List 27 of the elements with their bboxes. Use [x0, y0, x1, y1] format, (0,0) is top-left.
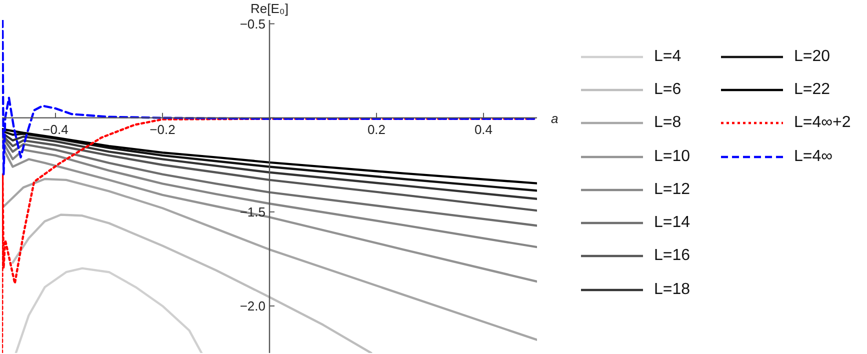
legend-label: L=6: [654, 80, 682, 99]
y-tick-label: −0.5: [240, 16, 266, 32]
y-tick-label: −2.0: [240, 298, 266, 314]
x-tick-label: −0.2: [150, 122, 176, 137]
line-series: [2, 144, 537, 283]
legend-label: L=4: [654, 48, 682, 66]
legend-label: L=8: [654, 114, 682, 132]
x-tick-label: −0.4: [42, 122, 68, 137]
legend-label: L=4∞: [794, 148, 833, 166]
legend-label: L=20: [794, 48, 830, 66]
legend-label: L=4∞+2: [794, 114, 851, 132]
legend-label: L=22: [794, 80, 830, 99]
y-axis-title: Re[E₀]: [250, 1, 288, 16]
legend-label: L=12: [654, 180, 690, 199]
x-axis-title: a: [551, 110, 558, 126]
legend-label: L=18: [654, 280, 690, 299]
legend-label: L=16: [654, 247, 690, 266]
y-tick-label: −1.5: [240, 204, 266, 220]
line-series: [14, 267, 203, 353]
line-series: [2, 136, 537, 227]
legend-label: L=14: [654, 214, 690, 232]
line-series: [2, 178, 537, 341]
legend-label: L=10: [654, 148, 690, 166]
x-tick-label: 0.4: [474, 122, 493, 137]
line-series: [2, 139, 537, 248]
x-tick-label: 0.2: [367, 122, 386, 137]
line-series: [2, 20, 537, 176]
